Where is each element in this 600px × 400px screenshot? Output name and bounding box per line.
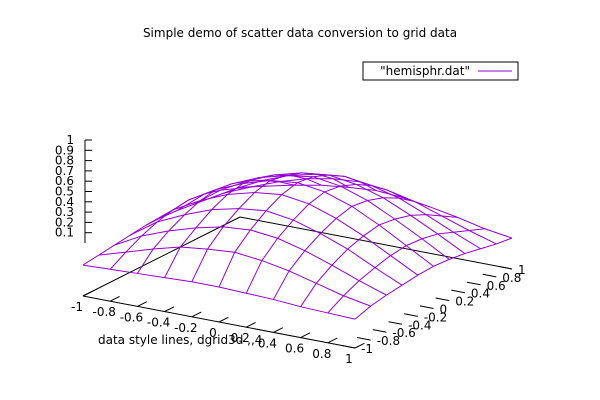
- y-tick: [466, 281, 481, 286]
- mesh-line-x: [82, 186, 241, 266]
- mesh-line-y: [161, 179, 434, 267]
- x-tick-label: 0.6: [285, 342, 304, 356]
- x-tick-label: 1: [345, 352, 353, 366]
- y-tick-label: -0.4: [408, 318, 431, 332]
- mesh-line-x: [327, 228, 485, 314]
- z-tick-label: 0.1: [55, 226, 74, 240]
- x-tick: [191, 311, 202, 318]
- y-tick: [435, 297, 450, 302]
- x-tick: [82, 290, 93, 297]
- z-tick-label: 0.3: [55, 205, 74, 219]
- legend-box: [362, 61, 519, 81]
- x-tick: [109, 296, 120, 302]
- z-tick-label: 1: [66, 133, 74, 147]
- y-tick: [419, 305, 434, 309]
- z-tick-label: 0.2: [55, 215, 74, 229]
- x-tick: [273, 327, 284, 333]
- y-tick: [341, 344, 356, 349]
- mesh-line-x: [245, 183, 404, 294]
- y-tick-label: 0.6: [487, 279, 506, 293]
- z-tick-label: 0.9: [55, 143, 74, 157]
- y-tick: [388, 321, 403, 325]
- x-tick: [218, 316, 229, 323]
- ticks: -1 -0.8 -0.6 -0.4 -0.2 0 0.2 0.4 0.6 0.8 1-1-0.8-0…: [55, 133, 526, 366]
- x-tick-label: -1: [71, 300, 83, 314]
- surface-mesh: [82, 172, 513, 320]
- y-tick: [404, 313, 418, 317]
- x-axis-label: data style lines, dgrid3d ,,4: [98, 333, 262, 347]
- x-tick: [245, 322, 256, 328]
- mesh-line-y: [129, 208, 403, 286]
- mesh-line-x: [218, 174, 377, 288]
- mesh-line-x: [272, 197, 431, 300]
- y-tick-label: 0.8: [502, 271, 521, 285]
- x-tick: [137, 301, 148, 307]
- y-tick-label: -0.2: [424, 310, 447, 324]
- mesh-line-x: [300, 214, 458, 307]
- left-base-line: [82, 216, 241, 297]
- mesh-line-x: [109, 185, 268, 270]
- z-tick-label: 0.7: [55, 164, 74, 178]
- x-tick-label: 0: [209, 326, 217, 340]
- x-tick: [354, 342, 365, 349]
- mesh-line-x: [164, 174, 322, 278]
- x-tick: [164, 306, 175, 313]
- y-tick-label: 0.4: [471, 287, 490, 301]
- x-tick-label: -0.8: [92, 305, 115, 319]
- z-tick-label: 0.5: [55, 185, 74, 199]
- legend: "hemisphr.dat": [362, 61, 519, 81]
- x-tick: [300, 332, 311, 339]
- mesh-line-x: [136, 179, 295, 274]
- y-tick-label: -0.8: [377, 334, 400, 348]
- y-tick-label: 1: [518, 263, 526, 277]
- x-tick-label: -0.6: [120, 310, 143, 324]
- x-tick: [327, 337, 338, 344]
- z-tick-label: 0.4: [55, 195, 74, 209]
- y-tick: [372, 329, 387, 333]
- y-tick: [482, 273, 497, 278]
- z-tick-label: 0.8: [55, 154, 74, 168]
- x-tick-label: -0.4: [147, 316, 170, 330]
- chart-title: Simple demo of scatter data conversion t…: [143, 26, 457, 40]
- legend-label: "hemisphr.dat": [380, 64, 470, 78]
- y-tick-label: 0: [440, 303, 448, 317]
- mesh-line-x: [354, 237, 513, 320]
- y-tick: [357, 337, 371, 341]
- x-tick-label: 0.8: [312, 347, 331, 361]
- mesh-line-y: [98, 246, 371, 307]
- y-tick: [498, 265, 513, 270]
- back-base-line: [239, 216, 513, 270]
- x-tick-label: 0.2: [231, 331, 250, 345]
- y-tick-label: 0.2: [455, 295, 474, 309]
- x-tick-label: -0.2: [174, 321, 197, 335]
- y-tick-label: -1: [361, 342, 373, 356]
- y-tick-label: -0.6: [392, 326, 415, 340]
- z-tick-label: 0.6: [55, 174, 74, 188]
- y-tick: [451, 289, 465, 294]
- x-tick-label: 0.4: [258, 336, 277, 350]
